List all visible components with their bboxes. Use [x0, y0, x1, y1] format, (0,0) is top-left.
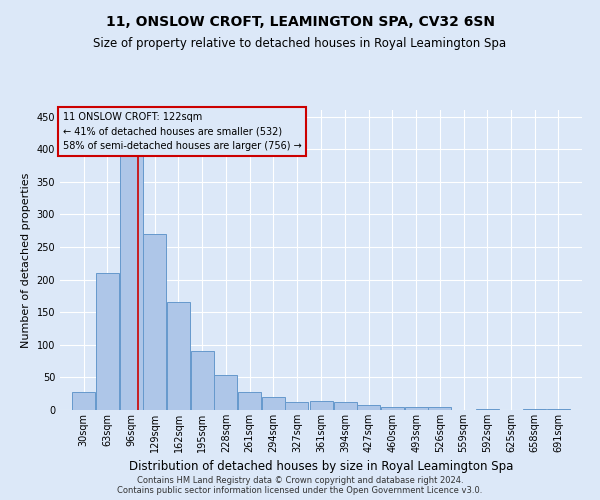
Bar: [119, 130, 143, 410]
Bar: [334, 402, 356, 410]
Text: 11, ONSLOW CROFT, LEAMINGTON SPA, CV32 6SN: 11, ONSLOW CROFT, LEAMINGTON SPA, CV32 6…: [106, 15, 494, 29]
Bar: [428, 408, 451, 410]
Bar: [191, 352, 214, 410]
Text: 11 ONSLOW CROFT: 122sqm
← 41% of detached houses are smaller (532)
58% of semi-d: 11 ONSLOW CROFT: 122sqm ← 41% of detache…: [62, 112, 301, 151]
Text: Size of property relative to detached houses in Royal Leamington Spa: Size of property relative to detached ho…: [94, 38, 506, 51]
Bar: [357, 405, 380, 410]
Bar: [262, 397, 285, 410]
Bar: [143, 234, 166, 410]
Text: Contains HM Land Registry data © Crown copyright and database right 2024.
Contai: Contains HM Land Registry data © Crown c…: [118, 476, 482, 495]
Bar: [214, 376, 238, 410]
Bar: [547, 408, 570, 410]
Y-axis label: Number of detached properties: Number of detached properties: [21, 172, 31, 348]
Bar: [310, 401, 333, 410]
Bar: [238, 392, 261, 410]
Bar: [72, 392, 95, 410]
Bar: [286, 402, 308, 410]
Bar: [381, 408, 404, 410]
Bar: [404, 406, 428, 410]
X-axis label: Distribution of detached houses by size in Royal Leamington Spa: Distribution of detached houses by size …: [129, 460, 513, 473]
Bar: [476, 408, 499, 410]
Bar: [167, 302, 190, 410]
Bar: [96, 273, 119, 410]
